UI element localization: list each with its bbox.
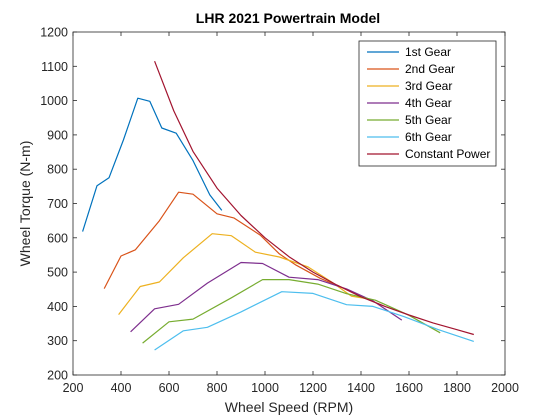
x-tick-label: 2000: [491, 381, 519, 395]
axes-layer: 200 400 600 800 1000 1200 1400 1600 1800 2000 200 3…: [40, 26, 519, 396]
y-tick-label: 1100: [41, 60, 68, 74]
y-tick-label: 300: [47, 334, 68, 348]
y-tick-label: 200: [47, 369, 68, 383]
x-tick-label: 1400: [347, 381, 375, 395]
chart-title: LHR 2021 Powertrain Model: [196, 10, 380, 26]
series-layer: [82, 60, 474, 351]
legend-label: 6th Gear: [405, 130, 452, 144]
y-tick-label: 1200: [40, 26, 68, 40]
y-tick-label: 700: [47, 197, 68, 211]
y-axis-label: Wheel Torque (N-m): [17, 141, 33, 267]
x-tick-label: 1800: [443, 381, 471, 395]
x-tick-label: 600: [159, 381, 180, 395]
x-tick-label: 200: [63, 381, 84, 395]
x-tick-label: 1600: [395, 381, 423, 395]
legend-label: 1st Gear: [405, 45, 451, 59]
series-line-4: [130, 261, 403, 333]
legend-label: 3rd Gear: [405, 79, 452, 93]
y-tick-label: 500: [47, 266, 68, 280]
x-tick-label: 1000: [251, 381, 279, 395]
legend-label: 5th Gear: [405, 113, 452, 127]
legend: 1st Gear 2nd Gear 3rd Gear 4th Gear 5th Gear…: [358, 40, 497, 167]
y-tick-label: 1000: [40, 94, 68, 108]
y-tick-label: 400: [47, 300, 68, 314]
series-line-5: [142, 279, 441, 344]
series-line-6: [154, 291, 474, 351]
series-line-1: [82, 97, 223, 232]
x-tick-label: 1200: [299, 381, 327, 395]
x-tick-label: 800: [207, 381, 228, 395]
series-line-7: [154, 60, 474, 336]
y-tick-label: 800: [47, 163, 68, 177]
legend-label: Constant Power: [405, 147, 490, 161]
legend-label: 4th Gear: [405, 96, 452, 110]
legend-label: 2nd Gear: [405, 62, 455, 76]
x-tick-label: 400: [111, 381, 132, 395]
y-tick-label: 900: [47, 128, 68, 142]
y-tick-label: 600: [47, 231, 68, 245]
series-line-2: [103, 191, 338, 289]
x-axis-label: Wheel Speed (RPM): [225, 399, 353, 415]
